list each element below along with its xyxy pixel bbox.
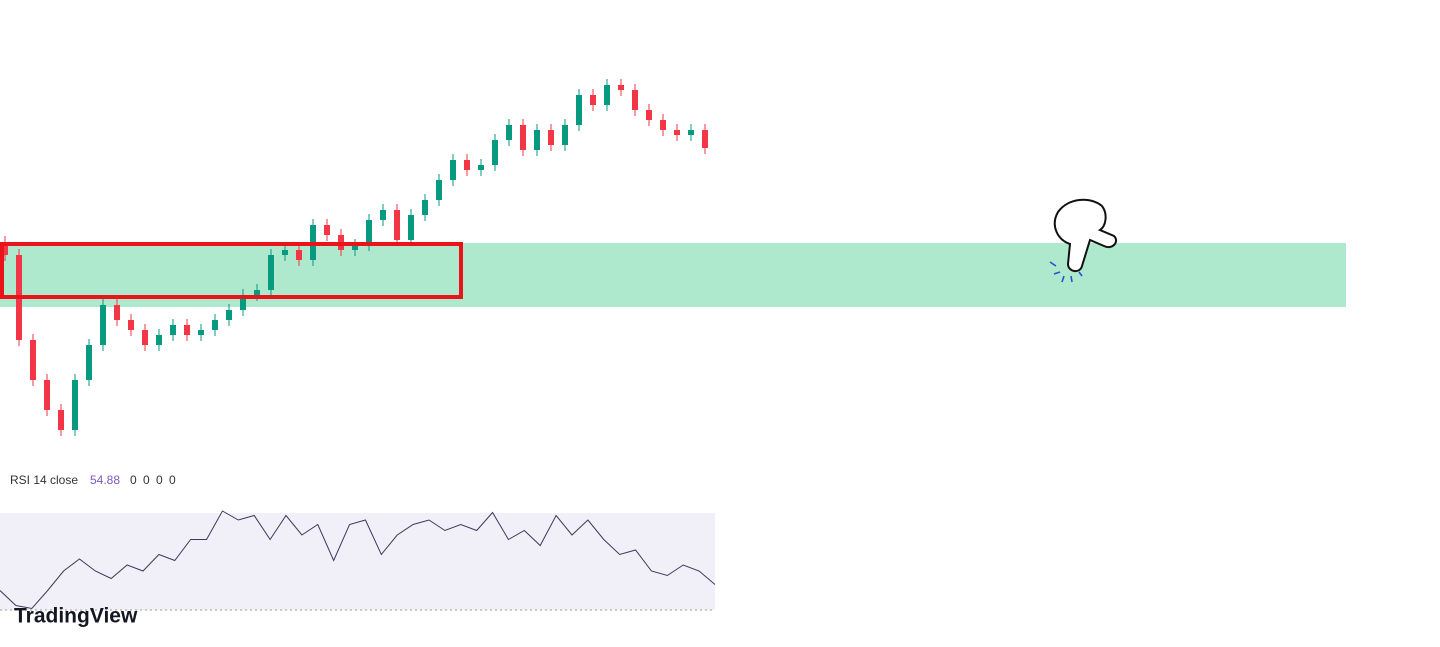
candle-body: [492, 140, 498, 165]
candle-body: [86, 345, 92, 380]
candle-body: [198, 330, 204, 335]
candle-body: [618, 85, 624, 90]
candle-body: [380, 210, 386, 220]
rsi-readouts: 54.88 0 0 0 0: [90, 473, 176, 487]
candle-body: [366, 220, 372, 245]
candle-body: [240, 295, 246, 310]
rsi-readout: 0: [169, 473, 176, 487]
candle-body: [464, 160, 470, 170]
candle-body: [394, 210, 400, 240]
candle-body: [114, 305, 120, 320]
candle-body: [226, 310, 232, 320]
candle-body: [324, 225, 330, 235]
rsi-readout: 0: [156, 473, 163, 487]
candle-body: [478, 165, 484, 170]
candle-body: [268, 255, 274, 290]
candle-body: [702, 130, 708, 148]
candle-body: [100, 305, 106, 345]
rsi-chart: [0, 510, 716, 610]
candle-body: [2, 242, 8, 255]
candle-body: [576, 95, 582, 125]
candle-body: [58, 410, 64, 430]
candle-body: [212, 320, 218, 330]
hand-icon: [1049, 198, 1118, 283]
candle-body: [436, 180, 442, 200]
candle-body: [128, 320, 134, 330]
candle-body: [142, 330, 148, 345]
candle-body: [520, 125, 526, 150]
rsi-readout: 0: [130, 473, 137, 487]
candle-body: [548, 130, 554, 145]
candle-body: [674, 130, 680, 135]
candle-body: [30, 340, 36, 380]
candle-body: [534, 130, 540, 150]
rsi-readout: 0: [143, 473, 150, 487]
candle-body: [422, 200, 428, 215]
candle-body: [170, 325, 176, 335]
rsi-readout: 54.88: [90, 473, 120, 487]
candle-body: [352, 245, 358, 250]
highlight-box: [0, 242, 463, 299]
candle-body: [604, 85, 610, 105]
candle-body: [646, 110, 652, 120]
candle-body: [506, 125, 512, 140]
candle-body: [254, 290, 260, 295]
candle-body: [296, 250, 302, 260]
candle-body: [562, 125, 568, 145]
rsi-line: [0, 510, 716, 610]
candle-body: [44, 380, 50, 410]
candle-body: [450, 160, 456, 180]
candle-body: [282, 250, 288, 255]
candle-body: [590, 95, 596, 105]
candle-body: [156, 335, 162, 345]
candle-body: [660, 120, 666, 130]
candle-body: [184, 325, 190, 335]
candle-body: [72, 380, 78, 430]
candle-body: [408, 215, 414, 240]
candle-body: [688, 130, 694, 135]
rsi-label: RSI 14 close: [10, 473, 78, 487]
watermark: TradingView: [14, 605, 138, 628]
rsi-panel: [0, 513, 715, 610]
candle-body: [632, 90, 638, 110]
